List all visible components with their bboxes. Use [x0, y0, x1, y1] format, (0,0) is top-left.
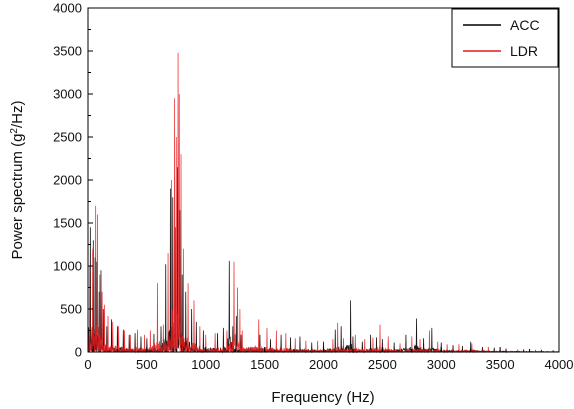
x-tick-label: 2500 — [368, 357, 397, 372]
ticks-layer — [87, 7, 560, 353]
x-tick-label: 3500 — [486, 357, 515, 372]
x-tick-label: 0 — [84, 357, 91, 372]
x-axis-title: Frequency (Hz) — [271, 389, 374, 406]
y-tick-label: 2500 — [53, 130, 82, 145]
y-tick-label: 500 — [60, 302, 82, 317]
legend-box — [451, 8, 559, 68]
y-tick-label: 3000 — [53, 87, 82, 102]
series-line-acc — [87, 167, 560, 354]
tick-labels-layer: 0 500 1000 1500 2000 2500 3000 3500 4000 0 500 1000… — [53, 1, 573, 373]
y-axis-title: Power spectrum (g2/Hz) — [9, 101, 26, 260]
x-tick-label: 1000 — [191, 357, 220, 372]
legend-label-ldr: LDR — [510, 43, 538, 59]
x-tick-label: 2000 — [309, 357, 338, 372]
legend-label-acc: ACC — [510, 17, 540, 33]
x-tick-label: 500 — [136, 357, 158, 372]
y-tick-label: 1500 — [53, 216, 82, 231]
x-tick-label: 4000 — [545, 357, 574, 372]
x-tick-label: 3000 — [427, 357, 456, 372]
series-line-ldr — [87, 52, 560, 354]
y-tick-label: 3500 — [53, 44, 82, 59]
series-layer — [87, 52, 560, 354]
x-tick-label: 1500 — [250, 357, 279, 372]
y-tick-label: 1000 — [53, 259, 82, 274]
y-tick-label: 2000 — [53, 173, 82, 188]
y-tick-label: 0 — [75, 345, 82, 360]
legend: ACC LDR — [451, 8, 559, 68]
y-tick-label: 4000 — [53, 1, 82, 16]
